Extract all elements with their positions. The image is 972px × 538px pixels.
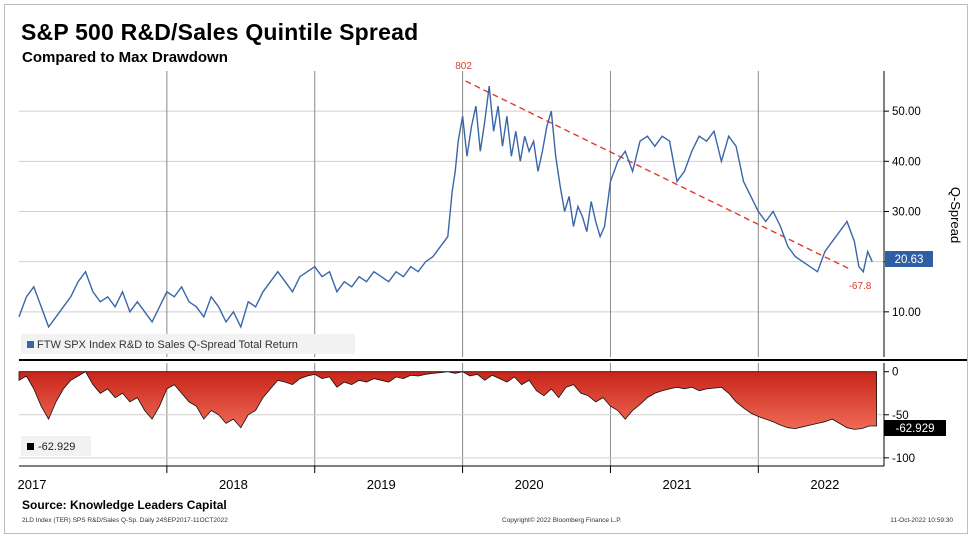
last-value-label: 20.63	[895, 254, 924, 266]
x-tick-label: 2022	[810, 477, 839, 492]
lower-legend-label: -62.929	[38, 441, 75, 453]
legend-swatch	[27, 341, 34, 348]
upper-y-tick-label: 10.00	[892, 307, 921, 319]
drawdown-area	[18, 371, 877, 430]
lower-last-value-bg	[884, 420, 946, 436]
legend: FTW SPX Index R&D to Sales Q-Spread Tota…	[21, 334, 355, 354]
x-tick-label: 2017	[18, 477, 47, 492]
upper-plot-area	[19, 71, 884, 357]
lower-y-axis: 0 -50 -100	[883, 363, 915, 466]
last-value-tag: 20.63	[885, 251, 933, 267]
footer-right: 11-Oct-2022 10:59:30	[890, 517, 953, 524]
x-tick-label: 2019	[367, 477, 396, 492]
upper-y-tick-label: 30.00	[892, 206, 921, 218]
last-value-tag-bg	[885, 251, 933, 267]
footer-center: Copyright© 2022 Bloomberg Finance L.P.	[502, 517, 622, 524]
x-tick-label: 2021	[663, 477, 692, 492]
source-note: Source: Knowledge Leaders Capital	[22, 498, 227, 512]
footer-left: 2LD Index (TER) SPS R&D/Sales Q-Sp. Dail…	[22, 517, 228, 524]
x-tick-label: 2018	[219, 477, 248, 492]
upper-y-tick-label: 40.00	[892, 156, 921, 168]
lower-last-value-tag: -62.929	[884, 420, 946, 436]
peak-label: 802	[455, 61, 472, 72]
x-axis: 2017 2018 2019 2020 2021 2022	[18, 466, 839, 492]
legend-label: FTW SPX Index R&D to Sales Q-Spread Tota…	[37, 339, 298, 351]
lower-y-tick-label: -100	[892, 453, 915, 465]
lower-y-tick-label: -50	[892, 410, 909, 422]
lower-last-value-label: -62.929	[895, 423, 934, 435]
x-tick-label: 2020	[515, 477, 544, 492]
lower-gridlines	[19, 414, 884, 459]
lower-legend-box	[21, 436, 91, 456]
chart-subtitle: Compared to Max Drawdown	[22, 49, 228, 66]
legend-box	[21, 334, 355, 354]
lower-y-tick-label: 0	[892, 367, 898, 379]
series-line	[18, 86, 873, 329]
lower-legend: -62.929	[21, 436, 91, 456]
chart-frame: S&P 500 R&D/Sales Quintile Spread Compar…	[4, 4, 968, 534]
y-axis-label: Q-Spread	[948, 187, 963, 243]
trough-label: -67.8	[849, 281, 872, 292]
drawdown-trendline	[465, 80, 851, 270]
lower-legend-swatch	[27, 443, 34, 450]
chart-title: S&P 500 R&D/Sales Quintile Spread	[21, 19, 419, 45]
upper-y-tick-label: 50.00	[892, 106, 921, 118]
